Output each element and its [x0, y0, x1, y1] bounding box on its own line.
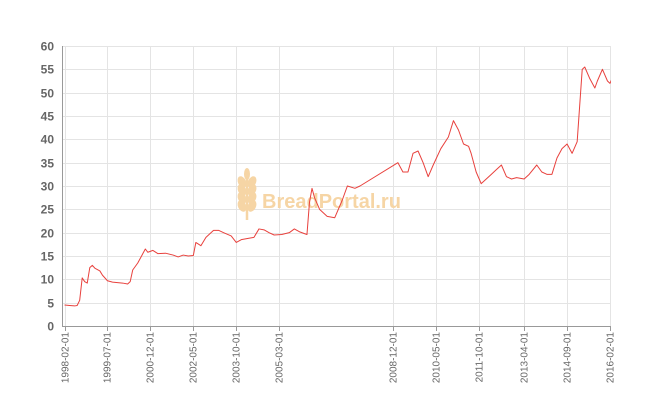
x-tick-label: 2010-05-01	[432, 332, 443, 384]
y-tick-label: 40	[41, 133, 55, 147]
y-tick-label: 55	[41, 63, 55, 77]
x-tick-label: 2000-12-01	[146, 332, 157, 384]
y-tick-label: 20	[41, 227, 55, 241]
x-tick-label: 1999-07-01	[103, 332, 114, 384]
x-tick-label: 2002-05-01	[189, 332, 200, 384]
y-tick-label: 35	[41, 157, 55, 171]
y-axis-tick-labels: 0 5 10 15 20 25 30 35 40 45 50 55 60	[41, 40, 55, 334]
wheat-grain	[237, 200, 247, 212]
y-tick-label: 5	[47, 297, 54, 311]
x-tick-label: 2003-10-01	[232, 332, 243, 384]
wheat-grain	[247, 200, 257, 212]
x-tick-label: 2005-03-01	[275, 332, 286, 384]
grid-lines	[62, 46, 611, 326]
y-tick-label: 50	[41, 87, 55, 101]
x-tick-label: 2013-04-01	[520, 332, 531, 384]
watermark: BreadPortal.ru	[237, 168, 401, 220]
x-tick-label: 2011-10-01	[475, 332, 486, 383]
y-tick-label: 15	[41, 250, 55, 264]
x-tick-label: 1998-02-01	[61, 332, 72, 384]
wheat-grain	[244, 168, 250, 180]
wheat-icon	[237, 168, 257, 220]
series-layer	[64, 66, 611, 307]
x-tick-label: 2016-02-01	[606, 332, 617, 384]
y-tick-label: 0	[47, 320, 54, 334]
y-tick-label: 30	[41, 180, 55, 194]
y-tick-label: 25	[41, 203, 55, 217]
x-tick-label: 2014-09-01	[563, 332, 574, 384]
x-tick-label: 2008-12-01	[389, 332, 400, 384]
axes	[62, 46, 611, 331]
x-axis-tick-labels: 1998-02-01 1999-07-01 2000-12-01 2002-05-01…	[61, 332, 617, 384]
y-tick-label: 45	[41, 110, 55, 124]
y-tick-label: 60	[41, 40, 55, 54]
watermark-text: BreadPortal.ru	[262, 191, 401, 213]
y-tick-label: 10	[41, 273, 55, 287]
